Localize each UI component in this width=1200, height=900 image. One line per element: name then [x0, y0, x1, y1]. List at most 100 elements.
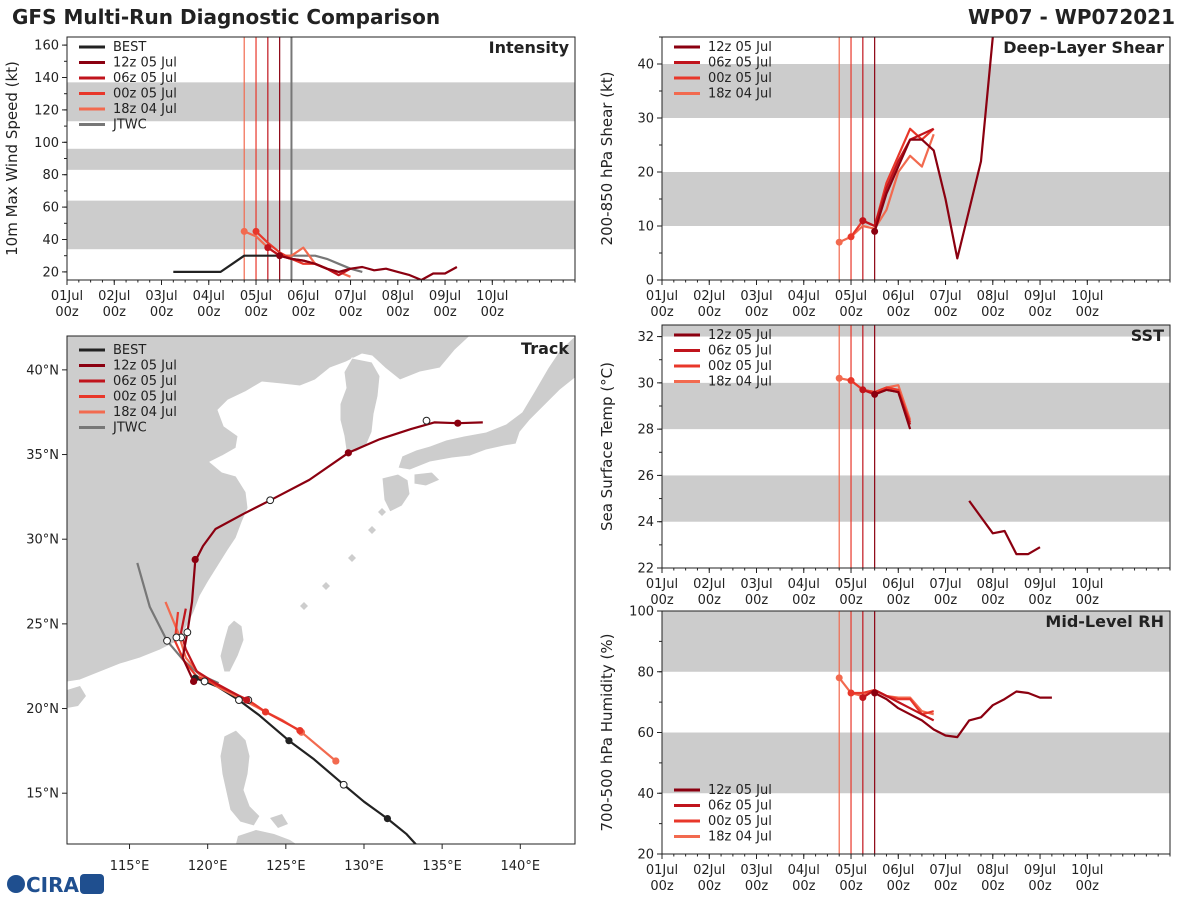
hainan — [67, 686, 86, 708]
legend-label-r12z05: 12z 05 Jul — [113, 56, 177, 71]
x-tick-day: 10Jul — [1071, 577, 1103, 592]
x-tick-day: 03Jul — [740, 863, 772, 878]
y-tick-label: 100 — [34, 136, 59, 151]
init-marker-r06z05 — [859, 694, 867, 702]
japan-shikoku — [413, 471, 441, 487]
y-tick-label: 10 — [637, 220, 654, 235]
x-tick-day: 10Jul — [1071, 863, 1103, 878]
init-marker-r06z05 — [859, 386, 867, 394]
track-panel: 115°E 120°E 125°E 130°E 135°E 140°E 15°N 20°N 25… — [26, 335, 576, 874]
x-tick-hour: 00z — [934, 593, 958, 608]
legend-label-r18z04: 18z 04 Jul — [113, 405, 177, 420]
track-point-best — [383, 815, 392, 823]
korea-peninsula — [339, 357, 381, 453]
lat-tick-label: 25°N — [26, 617, 59, 632]
rh-panel: 2040608010001Jul00z02Jul00z03Jul00z04Jul… — [598, 605, 1171, 894]
track-point-open-r12z05 — [422, 416, 431, 425]
y-tick-label: 26 — [637, 469, 654, 484]
x-tick-hour: 00z — [197, 305, 221, 320]
panel-title: Deep-Layer Shear — [1003, 38, 1164, 57]
track-line-r12z05 — [181, 421, 483, 682]
shaded-band — [662, 325, 1170, 337]
track-point-r18z04 — [332, 757, 340, 765]
panel-title: SST — [1131, 326, 1164, 345]
x-tick-hour: 00z — [745, 879, 769, 894]
x-tick-day: 07Jul — [929, 863, 961, 878]
legend-label-r12z05: 12z 05 Jul — [113, 359, 177, 374]
x-tick-hour: 00z — [1076, 305, 1100, 320]
shaded-band — [67, 148, 575, 170]
track-point-open-best — [235, 696, 243, 704]
track-point-open-r12z05 — [266, 496, 275, 505]
land-masses — [67, 336, 575, 844]
shaded-band — [662, 64, 1170, 118]
shaded-band — [67, 200, 575, 250]
x-tick-day: 02Jul — [693, 289, 725, 304]
legend-label-r06z05: 06z 05 Jul — [113, 374, 177, 389]
y-tick-label: 32 — [637, 330, 654, 345]
x-tick-day: 07Jul — [334, 289, 366, 304]
x-tick-day: 01Jul — [646, 289, 678, 304]
lat-tick-label: 35°N — [26, 448, 59, 463]
track-point-best — [285, 737, 293, 745]
shaded-band — [67, 82, 575, 122]
x-tick-hour: 00z — [887, 879, 911, 894]
y-tick-label: 30 — [637, 112, 654, 127]
y-tick-label: 100 — [629, 605, 654, 620]
x-tick-hour: 00z — [698, 593, 722, 608]
x-tick-day: 04Jul — [193, 289, 225, 304]
x-tick-hour: 00z — [650, 593, 674, 608]
x-tick-hour: 00z — [339, 305, 363, 320]
x-tick-hour: 00z — [981, 593, 1005, 608]
series-line-r12z05 — [968, 500, 1041, 556]
legend-label-r18z04: 18z 04 Jul — [708, 87, 772, 102]
x-tick-day: 05Jul — [835, 863, 867, 878]
y-tick-label: 28 — [637, 423, 654, 438]
y-tick-label: 22 — [637, 562, 654, 577]
track-point-r12z05 — [191, 555, 199, 564]
legend-label-r18z04: 18z 04 Jul — [113, 102, 177, 117]
x-tick-day: 02Jul — [693, 577, 725, 592]
logo-emblem-icon — [80, 874, 104, 894]
series-line-jtwc — [279, 254, 363, 273]
x-tick-hour: 00z — [698, 305, 722, 320]
y-tick-label: 0 — [646, 274, 654, 289]
series-line-r12z05 — [279, 254, 458, 280]
lon-tick-label: 115°E — [110, 859, 150, 874]
lat-tick-label: 20°N — [26, 702, 59, 717]
y-tick-label: 60 — [637, 726, 654, 741]
logo-text: CIRA — [26, 873, 80, 897]
x-tick-day: 07Jul — [929, 577, 961, 592]
x-tick-hour: 00z — [792, 305, 816, 320]
x-tick-day: 06Jul — [287, 289, 319, 304]
legend-label-r12z05: 12z 05 Jul — [708, 783, 772, 798]
y-tick-label: 80 — [637, 665, 654, 680]
legend-label-r00z05: 00z 05 Jul — [113, 390, 177, 405]
legend-label-r00z05: 00z 05 Jul — [708, 359, 772, 374]
track-point-r12z05 — [344, 449, 352, 457]
x-tick-day: 05Jul — [835, 289, 867, 304]
x-tick-day: 06Jul — [882, 577, 914, 592]
legend-label-r06z05: 06z 05 Jul — [708, 799, 772, 814]
x-tick-hour: 00z — [745, 305, 769, 320]
y-tick-label: 24 — [637, 515, 654, 530]
series-lines — [835, 37, 994, 260]
track-point-open-best — [339, 780, 348, 789]
series-lines — [835, 374, 1041, 556]
series-line-r12z05 — [874, 690, 1052, 739]
y-tick-label: 40 — [637, 787, 654, 802]
figure-title: GFS Multi-Run Diagnostic Comparison — [12, 5, 440, 29]
lon-tick-label: 135°E — [422, 859, 462, 874]
x-tick-day: 10Jul — [476, 289, 508, 304]
track-point-r00z05 — [261, 708, 270, 716]
series-line-r00z05 — [851, 688, 934, 716]
x-tick-hour: 00z — [887, 305, 911, 320]
x-tick-day: 09Jul — [429, 289, 461, 304]
plot-frame — [661, 36, 1171, 281]
x-tick-day: 06Jul — [882, 863, 914, 878]
y-tick-label: 20 — [637, 848, 654, 863]
series-lines — [173, 227, 458, 280]
y-tick-label: 80 — [42, 168, 59, 183]
panel-title: Mid-Level RH — [1045, 612, 1164, 631]
x-tick-hour: 00z — [433, 305, 457, 320]
